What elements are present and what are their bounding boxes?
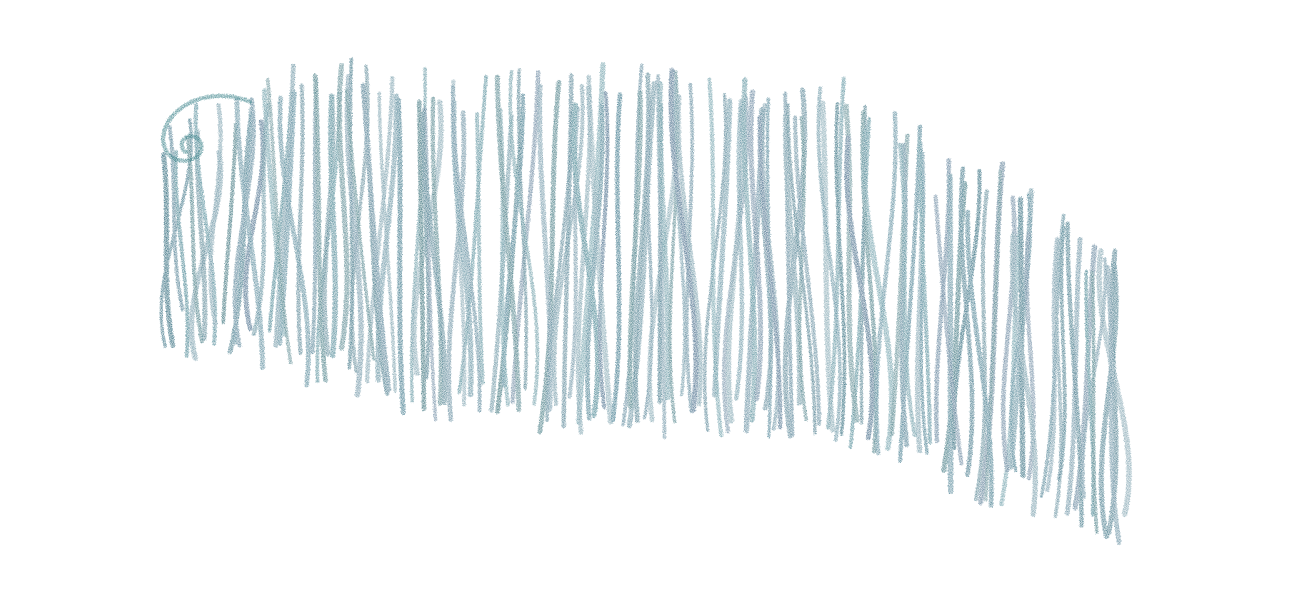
grass-blade (741, 77, 758, 423)
grass-blade (984, 169, 1002, 502)
grass-blade (208, 103, 223, 327)
grass-blade (933, 194, 964, 466)
grass-blade (537, 79, 562, 435)
grass-blade (974, 189, 989, 502)
grass-blade (657, 81, 671, 401)
grass-blade (734, 98, 745, 401)
grass-blade (312, 73, 328, 383)
grass-blade (1098, 262, 1119, 540)
grass-blade (627, 90, 643, 409)
grass-blade (1045, 237, 1060, 493)
grass-blade (1057, 225, 1067, 482)
grass-blade (232, 97, 256, 348)
grass-blade (585, 102, 605, 421)
grass-blade (430, 96, 443, 406)
grass-blade (1065, 221, 1084, 528)
grass-blade (1009, 232, 1038, 517)
grass-blade (417, 99, 427, 412)
grass-blade (161, 152, 176, 348)
grass-blade (234, 97, 266, 370)
grass-blade (748, 89, 764, 402)
grass-blade (365, 76, 395, 384)
grass-blade (965, 209, 994, 508)
grass-blade (610, 92, 623, 423)
grass-blade (676, 94, 703, 407)
grass-blade (1001, 195, 1017, 473)
grass-blade (672, 79, 687, 397)
grass-blade (221, 122, 238, 325)
grass-blade (819, 100, 836, 433)
grass-blade (360, 82, 392, 393)
curl-stroke (161, 93, 252, 163)
grass-blade (816, 86, 842, 442)
grass-blade (844, 135, 875, 441)
grass-blade (668, 68, 699, 413)
grass-blade (561, 73, 574, 429)
grass-blade (537, 83, 553, 412)
grass-blade (826, 76, 846, 430)
grass-blade (897, 142, 917, 438)
grass-blade (173, 150, 190, 358)
grass-blade (1096, 248, 1132, 517)
grass-blade (958, 166, 975, 477)
grass-blade (451, 84, 482, 413)
grass-blade (707, 77, 724, 438)
grass-blade (277, 95, 311, 388)
grass-blade (494, 74, 522, 413)
grass-blade (757, 115, 783, 430)
grass-blade (1090, 271, 1099, 534)
grass-blade (328, 93, 338, 359)
grass-blade (874, 110, 898, 456)
grass-blades-group (159, 57, 1132, 545)
grass-blade (918, 140, 929, 455)
grass-blade (508, 69, 540, 406)
grass-blade (266, 78, 293, 365)
grass-blade (786, 103, 817, 435)
grass-blade (395, 97, 406, 416)
grass-blade (475, 111, 485, 385)
grass-blade (446, 110, 467, 422)
grass-blade (597, 91, 610, 410)
grass-blade (423, 107, 438, 422)
grass-blade (571, 102, 601, 418)
grass-blade (1105, 264, 1122, 545)
grass-blade (336, 63, 350, 351)
grass-blade (377, 91, 397, 393)
grass-blade (420, 111, 448, 406)
grass-blade (834, 102, 847, 436)
grass-blade (344, 88, 376, 361)
grass-blade (917, 137, 932, 445)
grass-blade (296, 83, 305, 355)
curl-flourish (161, 93, 252, 163)
grass-blade (167, 125, 185, 312)
grass-blade (947, 173, 954, 494)
grass-blade (793, 115, 822, 426)
grass-blade (585, 85, 614, 425)
grass-blade (185, 135, 204, 344)
